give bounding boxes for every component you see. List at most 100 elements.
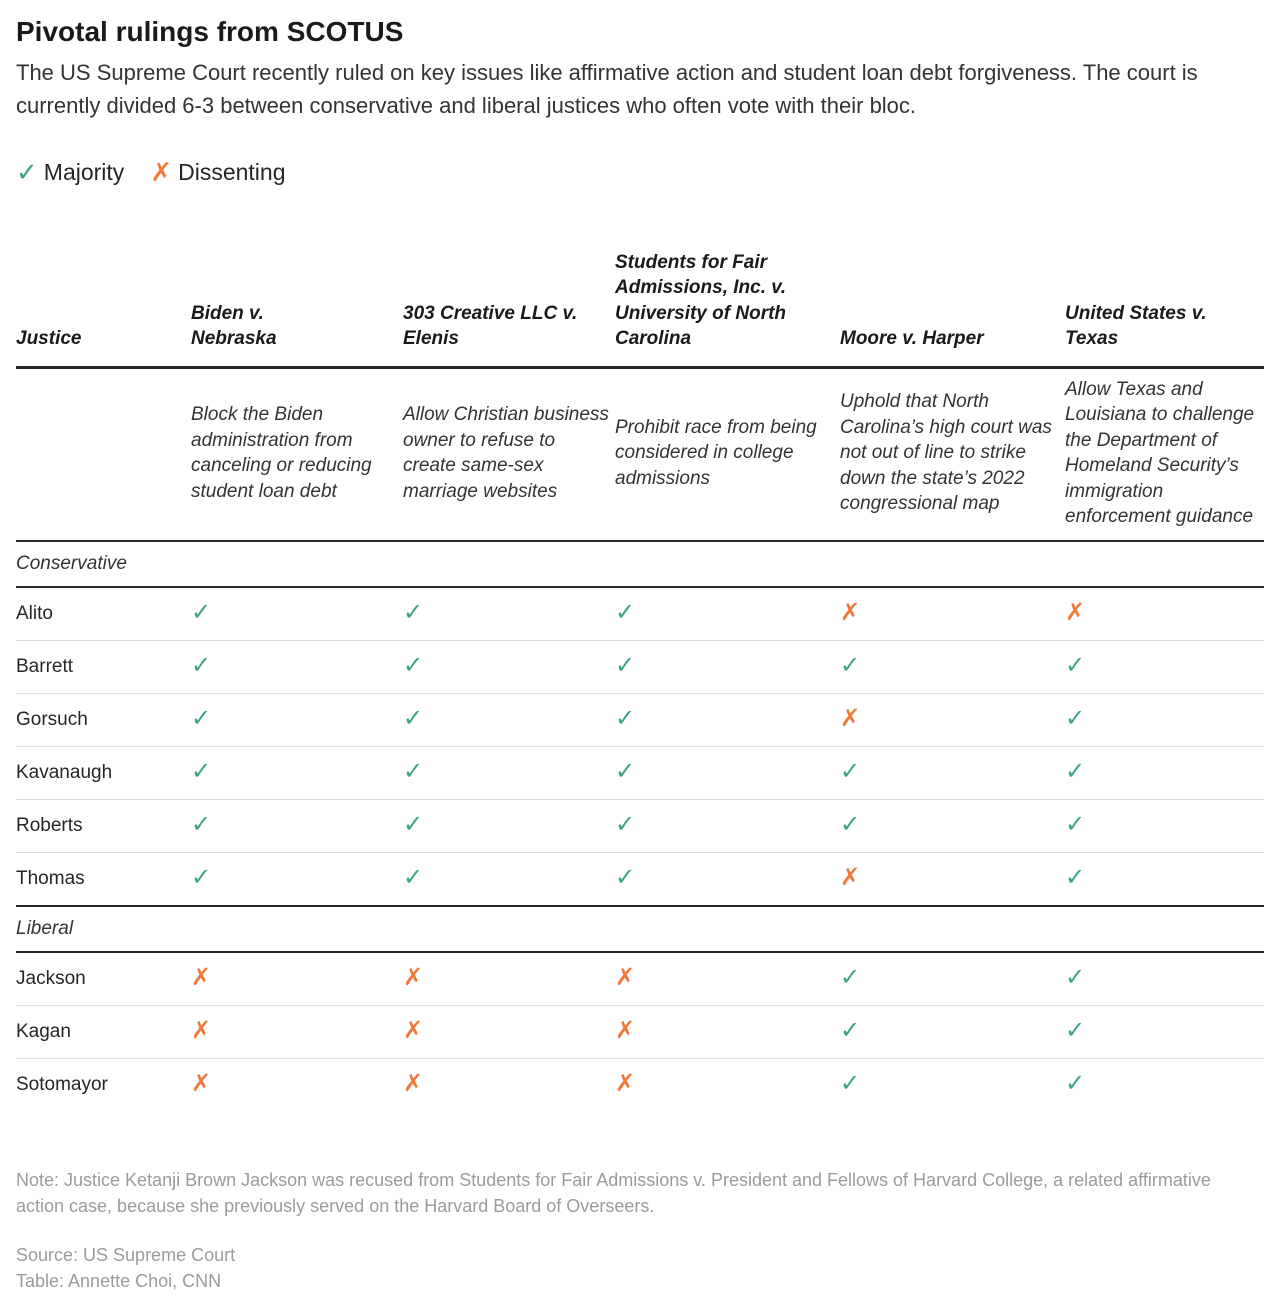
legend-majority: ✓ Majority	[16, 156, 124, 188]
vote-cell: ✗	[615, 952, 840, 1006]
column-header-case: 303 Creative LLC v. Elenis	[403, 302, 578, 350]
check-icon: ✓	[1065, 757, 1086, 785]
cross-icon: ✗	[403, 1016, 424, 1044]
case-description: Block the Biden administration from canc…	[191, 404, 372, 502]
credit-line: Table: Annette Choi, CNN	[16, 1271, 222, 1291]
check-icon: ✓	[191, 810, 212, 838]
vote-cell: ✓	[191, 799, 403, 852]
check-icon: ✓	[191, 598, 212, 626]
case-description-row: Block the Biden administration from canc…	[16, 367, 1264, 541]
vote-cell: ✗	[191, 1058, 403, 1111]
check-icon: ✓	[403, 704, 424, 732]
cross-icon: ✗	[840, 863, 861, 891]
vote-cell: ✓	[403, 799, 615, 852]
check-icon: ✓	[840, 1016, 861, 1044]
group-header-row: Liberal	[16, 906, 1264, 952]
vote-cell: ✓	[1065, 1058, 1264, 1111]
page-subtitle: The US Supreme Court recently ruled on k…	[16, 60, 1198, 118]
page-title: Pivotal rulings from SCOTUS	[16, 16, 404, 47]
check-icon: ✓	[1065, 810, 1086, 838]
check-icon: ✓	[16, 157, 38, 187]
check-icon: ✓	[840, 810, 861, 838]
justice-name: Thomas	[16, 867, 85, 889]
vote-cell: ✓	[1065, 640, 1264, 693]
table-row: Thomas ✓ ✓ ✓ ✗ ✓	[16, 852, 1264, 906]
legend-dissent-label: Dissenting	[178, 159, 286, 185]
vote-cell: ✗	[191, 1005, 403, 1058]
column-header-case: Moore v. Harper	[840, 328, 984, 349]
table-header: Justice Biden v. Nebraska 303 Creative L…	[16, 242, 1264, 367]
check-icon: ✓	[615, 757, 636, 785]
group-label: Conservative	[16, 552, 127, 574]
check-icon: ✓	[840, 651, 861, 679]
case-description: Prohibit race from being considered in c…	[615, 416, 817, 489]
vote-cell: ✓	[1065, 799, 1264, 852]
check-icon: ✓	[191, 757, 212, 785]
vote-cell: ✓	[1065, 746, 1264, 799]
justice-name: Jackson	[16, 967, 86, 989]
justice-name: Barrett	[16, 655, 74, 677]
justice-name: Alito	[16, 602, 53, 624]
vote-cell: ✓	[1065, 1005, 1264, 1058]
check-icon: ✓	[1065, 704, 1086, 732]
check-icon: ✓	[1065, 651, 1086, 679]
cross-icon: ✗	[840, 704, 861, 732]
check-icon: ✓	[840, 757, 861, 785]
cross-icon: ✗	[1065, 598, 1086, 626]
table-row: Alito ✓ ✓ ✓ ✗ ✗	[16, 587, 1264, 641]
group-label: Liberal	[16, 917, 74, 939]
table-row: Sotomayor ✗ ✗ ✗ ✓ ✓	[16, 1058, 1264, 1111]
vote-cell: ✗	[840, 587, 1065, 641]
check-icon: ✓	[1065, 963, 1086, 991]
cross-icon: ✗	[191, 963, 212, 991]
table-row: Barrett ✓ ✓ ✓ ✓ ✓	[16, 640, 1264, 693]
rulings-table: Justice Biden v. Nebraska 303 Creative L…	[16, 242, 1264, 1111]
footnote: Note: Justice Ketanji Brown Jackson was …	[16, 1170, 1211, 1216]
cross-icon: ✗	[191, 1016, 212, 1044]
vote-cell: ✓	[615, 746, 840, 799]
table-row: Gorsuch ✓ ✓ ✓ ✗ ✓	[16, 693, 1264, 746]
vote-cell: ✗	[840, 852, 1065, 906]
check-icon: ✓	[615, 598, 636, 626]
cross-icon: ✗	[191, 1069, 212, 1097]
source-credit: Source: US Supreme Court Table: Annette …	[16, 1242, 235, 1294]
vote-cell: ✓	[1065, 952, 1264, 1006]
vote-cell: ✓	[840, 746, 1065, 799]
vote-cell: ✓	[403, 587, 615, 641]
vote-cell: ✗	[615, 1005, 840, 1058]
vote-cell: ✓	[840, 1005, 1065, 1058]
legend-dissent: ✗ Dissenting	[150, 156, 285, 188]
vote-cell: ✗	[1065, 587, 1264, 641]
justice-name: Kavanaugh	[16, 761, 113, 783]
vote-cell: ✓	[615, 693, 840, 746]
cross-icon: ✗	[150, 157, 173, 187]
vote-cell: ✓	[840, 952, 1065, 1006]
group-header-row: Conservative	[16, 541, 1264, 587]
vote-cell: ✓	[403, 852, 615, 906]
check-icon: ✓	[403, 810, 424, 838]
check-icon: ✓	[403, 651, 424, 679]
check-icon: ✓	[191, 863, 212, 891]
vote-cell: ✓	[191, 640, 403, 693]
vote-cell: ✓	[615, 587, 840, 641]
table-body: Block the Biden administration from canc…	[16, 367, 1264, 1111]
cross-icon: ✗	[840, 598, 861, 626]
legend-majority-label: Majority	[43, 159, 125, 185]
vote-cell: ✓	[191, 693, 403, 746]
vote-cell: ✓	[1065, 693, 1264, 746]
empty-cell	[16, 367, 191, 541]
vote-cell: ✓	[615, 640, 840, 693]
check-icon: ✓	[1065, 1016, 1086, 1044]
column-header-justice: Justice	[16, 328, 82, 349]
vote-cell: ✗	[403, 1005, 615, 1058]
table-row: Kavanaugh ✓ ✓ ✓ ✓ ✓	[16, 746, 1264, 799]
check-icon: ✓	[615, 863, 636, 891]
vote-cell: ✗	[191, 952, 403, 1006]
vote-cell: ✗	[403, 952, 615, 1006]
vote-cell: ✓	[191, 746, 403, 799]
vote-cell: ✓	[615, 852, 840, 906]
vote-cell: ✓	[403, 693, 615, 746]
table-row: Kagan ✗ ✗ ✗ ✓ ✓	[16, 1005, 1264, 1058]
vote-cell: ✗	[840, 693, 1065, 746]
column-header-case: United States v. Texas	[1065, 302, 1207, 350]
